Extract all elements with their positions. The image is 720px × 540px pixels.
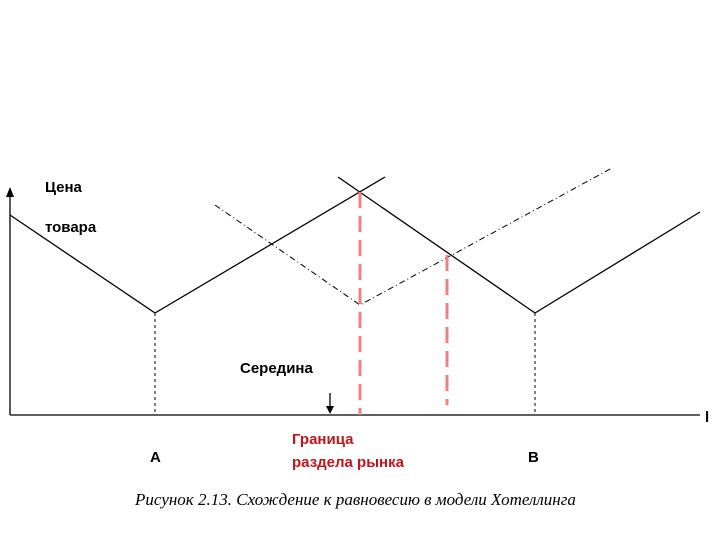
- boundary-label: Граница: [292, 431, 354, 448]
- price-line-shifted: [214, 167, 613, 306]
- axes: [6, 187, 700, 416]
- price-line-a: [9, 176, 386, 314]
- middle-label: Середина: [240, 360, 313, 377]
- middle-arrow-head: [326, 406, 334, 414]
- x-label: l: [705, 409, 709, 426]
- y-label: Цена: [45, 179, 83, 196]
- y-label: товара: [45, 219, 97, 236]
- point-label: B: [528, 449, 539, 466]
- point-label: A: [150, 449, 161, 466]
- caption: Рисунок 2.13. Схождение к равновесию в м…: [134, 490, 576, 509]
- price-line-b: [337, 176, 701, 314]
- y-axis-arrow: [6, 187, 14, 197]
- boundary-label: раздела рынка: [292, 454, 405, 471]
